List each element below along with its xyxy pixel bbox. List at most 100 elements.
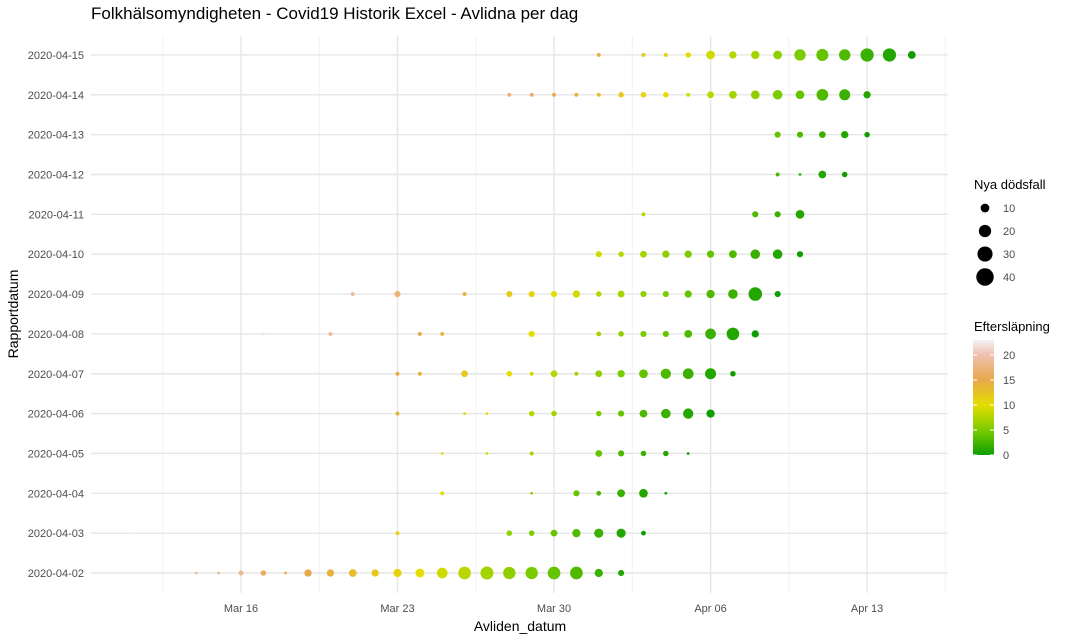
data-point [618,410,625,417]
data-point [706,289,715,299]
data-point [485,412,489,415]
data-point [726,327,740,341]
data-point [618,92,624,98]
x-tick-label: Mar 23 [380,603,414,615]
data-point [395,371,400,376]
size-legend-label: 10 [1003,203,1015,215]
data-point [640,330,647,337]
data-point [664,491,668,495]
y-tick-label: 2020-04-15 [28,50,84,62]
data-point [550,370,558,378]
size-legend-label: 40 [1003,272,1015,284]
data-point [506,530,513,536]
data-point [863,91,871,99]
data-point [730,370,736,377]
data-point [684,250,692,258]
data-point [796,131,804,138]
data-point [348,569,357,577]
data-point [394,290,401,298]
size-legend-key [976,268,994,286]
data-point [662,290,669,298]
data-point [798,173,802,176]
data-point [528,410,535,417]
y-tick-label: 2020-04-09 [28,289,84,301]
data-point [685,52,691,58]
data-point [417,371,422,376]
data-point [684,329,693,338]
data-point [395,411,400,416]
colorbar-label: 15 [1003,375,1015,387]
data-point [127,531,131,535]
data-point [639,488,648,498]
grid-lines [91,36,948,593]
data-point [238,570,244,576]
data-point [772,90,783,100]
data-point [816,88,829,101]
data-point [572,290,581,298]
data-point [860,48,874,62]
data-point [705,328,716,340]
data-point [775,172,780,177]
data-point [728,289,738,299]
data-point [572,529,581,538]
y-tick-label: 2020-04-11 [29,209,84,221]
data-point [641,212,646,217]
data-point [371,569,379,577]
data-point [795,209,805,219]
data-point [552,92,556,97]
data-point [618,569,625,577]
data-point [596,52,601,57]
data-point [751,330,759,338]
data-point [440,491,445,496]
chart-title: Folkhälsomyndigheten - Covid19 Historik … [91,4,579,23]
data-point [595,450,603,457]
data-point [574,92,579,97]
data-point [594,528,604,538]
data-point [839,49,851,61]
data-point [640,290,647,298]
data-point [686,452,690,455]
size-legend-title: Nya dödsfall [974,177,1046,192]
data-point [480,566,494,580]
data-point [507,92,512,97]
data-point [529,451,534,456]
data-point [907,51,916,59]
data-point [261,332,265,336]
y-tick-label: 2020-04-12 [28,170,84,182]
data-point [415,568,425,578]
data-point [729,90,737,99]
data-point [463,412,466,415]
data-point [618,450,625,457]
data-point [617,290,625,298]
data-point [551,410,557,417]
data-point [641,52,646,57]
data-point [440,452,444,455]
size-legend-key [977,246,993,262]
data-point [705,368,717,380]
data-point [547,566,561,580]
data-point [774,290,781,298]
data-point [772,249,783,259]
size-legend: Nya dödsfall 10 20 30 40 [974,177,1046,286]
data-point [662,250,670,258]
data-point [795,90,805,100]
data-point [663,52,668,57]
color-legend-title: Eftersläpning [974,319,1050,334]
data-point [748,287,763,301]
colorbar-label: 10 [1003,400,1015,412]
data-point [661,408,671,419]
size-legend-key [978,224,992,238]
data-point [641,530,646,536]
y-tick-label: 2020-04-04 [28,488,84,500]
data-point [461,370,468,378]
data-point [284,571,288,575]
data-point [217,571,221,575]
data-point [752,211,759,218]
colorbar-label: 0 [1003,450,1009,462]
data-point [662,330,669,337]
data-point [686,92,691,97]
data-point [594,568,603,578]
data-point [706,50,715,60]
y-tick-label: 2020-04-02 [28,568,84,580]
